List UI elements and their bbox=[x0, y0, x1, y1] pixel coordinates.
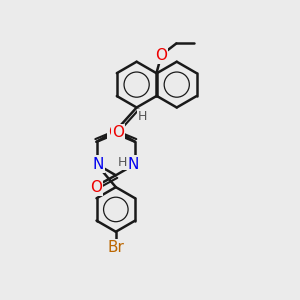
Text: H: H bbox=[138, 110, 147, 123]
Text: O: O bbox=[112, 125, 124, 140]
Text: N: N bbox=[128, 157, 139, 172]
Text: O: O bbox=[155, 48, 167, 63]
Text: H: H bbox=[118, 156, 127, 169]
Text: O: O bbox=[108, 125, 120, 140]
Text: N: N bbox=[92, 157, 104, 172]
Text: Br: Br bbox=[107, 240, 124, 255]
Text: O: O bbox=[90, 180, 102, 195]
